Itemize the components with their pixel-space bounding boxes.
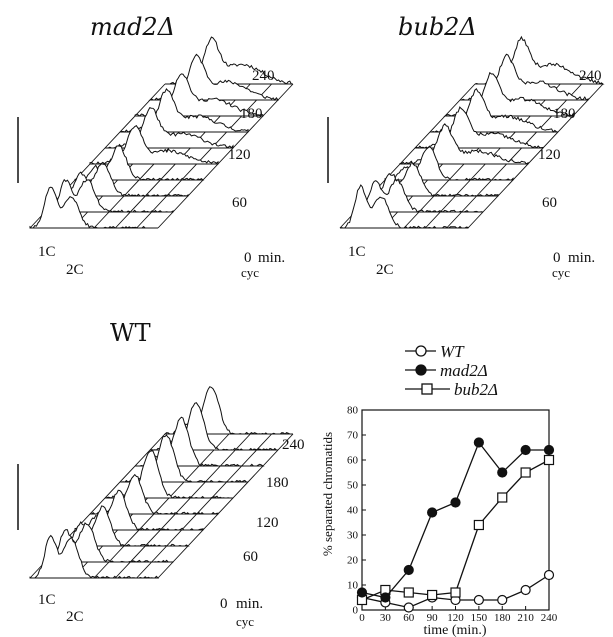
- data-point: [520, 584, 531, 596]
- time-label-60: 60: [232, 195, 247, 211]
- peak-label-2c: 2C: [376, 262, 394, 278]
- data-point: [497, 594, 508, 606]
- time-label-60: 60: [542, 195, 557, 211]
- x-tick-label: 210: [517, 612, 534, 624]
- x-tick-label: 150: [471, 612, 488, 624]
- y-axis-label: % separated chromatids: [320, 432, 335, 556]
- legend-marker-open-square: [421, 383, 433, 395]
- time-label-180: 180: [266, 475, 289, 491]
- grid-column-line: [136, 433, 272, 579]
- panel-title: mad2Δ: [90, 13, 175, 41]
- data-point: [497, 467, 508, 478]
- time-unit-label: min.: [258, 250, 285, 266]
- y-tick-label: 80: [347, 405, 359, 417]
- time-label-120: 120: [228, 147, 251, 163]
- panel-title: WT: [110, 319, 151, 347]
- time-label-240: 240: [282, 437, 305, 453]
- y-tick-label: 20: [347, 555, 359, 567]
- x-tick-label: 120: [447, 612, 464, 624]
- time-unit-label: min.: [236, 596, 263, 612]
- separated-chromatids-chart: WT mad2Δ bub2Δ % separated chromatids ti…: [320, 342, 558, 637]
- time-label-0: 0: [220, 596, 228, 612]
- data-point: [473, 437, 484, 448]
- data-point: [543, 444, 555, 456]
- time-unit-label: min.: [568, 250, 595, 266]
- series-line: [361, 441, 549, 599]
- grid-column-line: [136, 83, 272, 229]
- data-point: [427, 589, 438, 601]
- peak-label-1c: 1C: [38, 592, 56, 608]
- legend-label: WT: [440, 342, 465, 361]
- legend-item-mad2: mad2Δ: [405, 361, 488, 380]
- time-label-240: 240: [252, 68, 275, 84]
- data-point: [356, 587, 368, 598]
- time-label-60: 60: [243, 549, 258, 565]
- grid-column-line: [157, 83, 294, 229]
- peak-label-2c: 2C: [66, 262, 84, 278]
- y-tick-label: 60: [347, 455, 359, 467]
- data-point: [543, 569, 555, 581]
- cyc-label: cyc: [241, 265, 259, 280]
- grid-column-line: [446, 83, 582, 229]
- data-point: [427, 507, 438, 518]
- grid-column-line: [467, 83, 604, 229]
- flow-panel-wt: WT 1C 2C 240 180 120 60 0 min. cyc: [17, 319, 305, 629]
- x-tick-label: 180: [494, 612, 511, 624]
- x-tick-label: 60: [403, 612, 415, 624]
- data-point: [473, 594, 484, 606]
- chart-legend: WT mad2Δ bub2Δ: [405, 342, 498, 399]
- data-point: [450, 497, 461, 508]
- legend-label: bub2Δ: [454, 380, 498, 399]
- data-point: [520, 467, 531, 478]
- grid-column-line: [115, 433, 251, 579]
- flow-panel-bub2: bub2Δ 1C 2C 240 180 120 60 0 min. cyc: [327, 13, 605, 280]
- x-tick-label: 30: [380, 612, 392, 624]
- time-label-120: 120: [538, 147, 561, 163]
- y-tick-label: 50: [347, 480, 359, 492]
- time-label-120: 120: [256, 515, 279, 531]
- data-point: [403, 587, 414, 598]
- time-label-0: 0: [553, 250, 561, 266]
- x-tick-label: 0: [359, 612, 365, 624]
- peak-label-1c: 1C: [38, 244, 56, 260]
- peak-label-1c: 1C: [348, 244, 366, 260]
- legend-marker-open-circle: [415, 345, 427, 357]
- x-axis-label: time (min.): [424, 623, 487, 637]
- time-label-180: 180: [553, 106, 576, 122]
- cyc-label: cyc: [236, 614, 254, 629]
- cyc-label: cyc: [552, 265, 570, 280]
- series-line: [361, 459, 550, 601]
- peak-label-2c: 2C: [66, 609, 84, 625]
- legend-item-wt: WT: [405, 342, 465, 361]
- legend-item-bub2: bub2Δ: [405, 380, 498, 399]
- data-point: [403, 564, 414, 576]
- grid-column-line: [157, 433, 294, 579]
- y-tick-label: 40: [347, 505, 359, 517]
- data-point: [450, 587, 461, 598]
- data-point: [473, 519, 484, 531]
- x-tick-label: 240: [541, 612, 558, 624]
- time-label-240: 240: [579, 68, 602, 84]
- x-tick-label: 90: [427, 612, 439, 624]
- panel-title: bub2Δ: [398, 13, 477, 41]
- time-label-180: 180: [240, 106, 263, 122]
- data-point: [520, 444, 531, 456]
- y-tick-label: 10: [347, 580, 359, 592]
- data-point: [543, 454, 555, 466]
- y-tick-label: 70: [347, 430, 359, 442]
- legend-label: mad2Δ: [440, 361, 488, 380]
- plot-frame: [361, 409, 550, 611]
- flow-panel-mad2: mad2Δ 1C 2C 240 180 120 60 0 min. cyc: [17, 13, 294, 280]
- data-point: [497, 492, 508, 503]
- y-tick-label: 30: [347, 530, 359, 542]
- grid-column-line: [93, 433, 230, 579]
- data-point: [403, 602, 414, 613]
- time-label-0: 0: [244, 250, 252, 266]
- data-point: [380, 592, 391, 603]
- legend-marker-filled-circle: [415, 364, 427, 376]
- y-tick-label: 0: [353, 605, 359, 617]
